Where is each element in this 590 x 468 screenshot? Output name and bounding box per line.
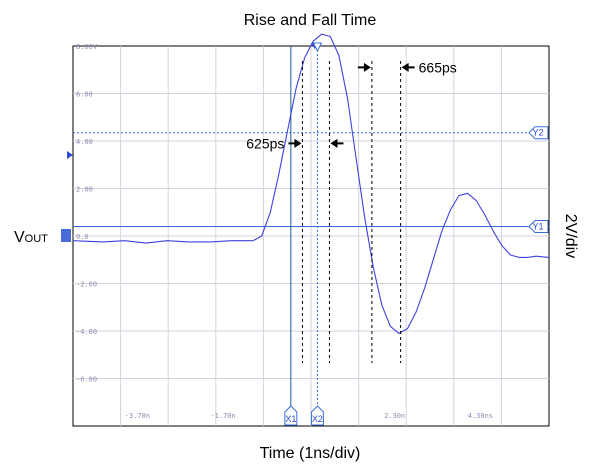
y-tick-label: -4.00 [76, 328, 97, 336]
timing-label: 665ps [419, 59, 457, 75]
y-tick-label: 8.00V [76, 43, 98, 51]
x-tick-label: -3.70n [125, 412, 150, 420]
y-tick-label: 6.00 [76, 91, 93, 99]
y-axis-label: 2V/div [562, 214, 579, 258]
grid [73, 46, 549, 426]
y-tick-label: 0.0 [76, 233, 89, 241]
signal-label: VOUT [14, 229, 48, 246]
signal-label-main: V [14, 229, 25, 246]
arrow-right-icon [363, 62, 371, 72]
y1-cursor-tag-text: Y1 [532, 222, 543, 232]
cursors: Y1 Y2 X1 X2 [73, 42, 549, 426]
y-tick-label: 2.00 [76, 186, 93, 194]
x1-cursor-tag-text: X1 [285, 414, 296, 424]
x-axis-label: Time (1ns/div) [260, 445, 361, 462]
tick-labels: -3.70n -1.70n 2.30n 4.30ns 8.00V 6.00 4.00 2.00… [76, 43, 493, 420]
x1-cursor-tag-shape [284, 405, 298, 426]
y2-cursor-tag: Y2 [528, 126, 549, 140]
y1-cursor-tag: Y1 [528, 220, 549, 233]
x2-cursor-tag-text: X2 [312, 414, 323, 424]
x2-top-indicator [312, 42, 323, 53]
annotations: 625ps 665ps [246, 59, 457, 363]
y-tick-label: -6.00 [76, 376, 97, 384]
signal-label-sub: OUT [25, 233, 49, 245]
y2-cursor-tag-shape [528, 126, 549, 140]
y1-cursor-tag-shape [528, 220, 549, 233]
timing-annotation-0: 625ps [246, 61, 344, 363]
x2-cursor-tag-shape [310, 405, 324, 426]
x1-cursor-tag: X1 [284, 405, 298, 426]
x-tick-label: 4.30ns [468, 412, 493, 420]
chart-title: Rise and Fall Time [244, 12, 377, 29]
trigger-level-icon [67, 151, 73, 159]
x-tick-label: 2.30n [384, 412, 405, 420]
y2-cursor-tag-text: Y2 [532, 128, 543, 138]
channel-ground-marker [61, 229, 71, 242]
timing-annotation-1: 665ps [357, 59, 457, 363]
waveform-trace-0 [72, 33, 550, 334]
y-tick-label: 4.00 [76, 138, 93, 146]
x2-cursor-tag: X2 [310, 405, 324, 426]
arrow-left-icon [401, 62, 409, 72]
arrow-right-icon [294, 138, 302, 148]
x-tick-label: -1.70n [210, 412, 235, 420]
y-tick-label: -2.00 [76, 281, 97, 289]
arrow-left-icon [330, 138, 338, 148]
timing-label: 625ps [246, 135, 284, 151]
trace-layer [72, 33, 550, 334]
